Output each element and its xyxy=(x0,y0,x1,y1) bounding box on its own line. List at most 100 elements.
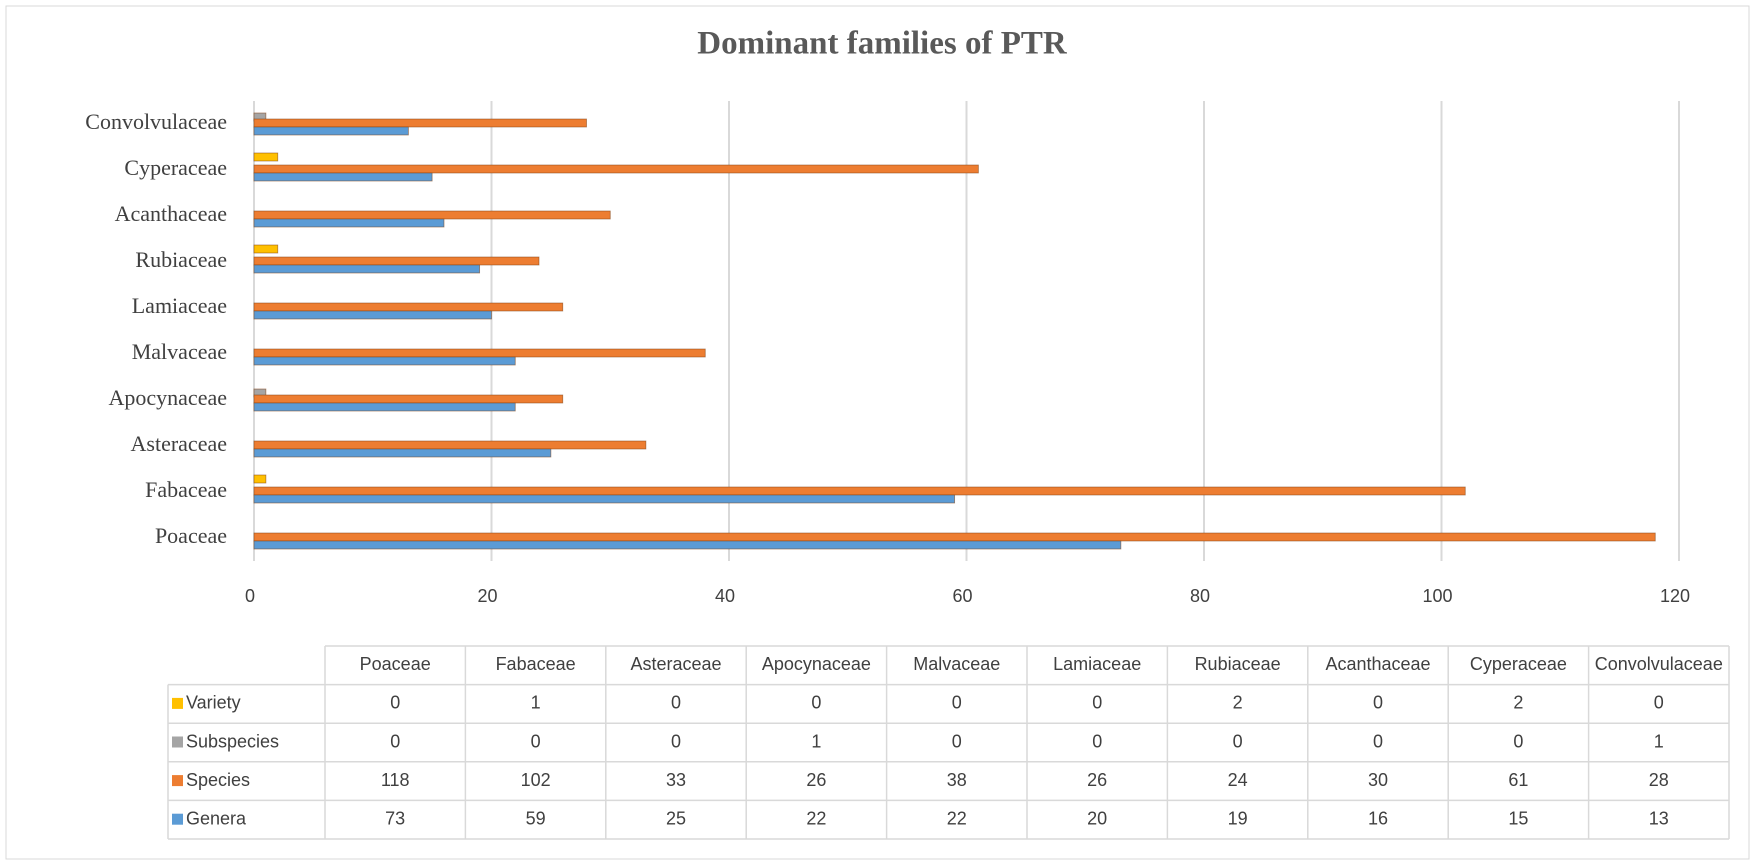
legend-label: Variety xyxy=(186,693,241,713)
bar xyxy=(253,118,587,128)
table-cell: 16 xyxy=(1368,808,1388,828)
legend-label: Species xyxy=(186,770,250,790)
table-header: Apocynaceae xyxy=(762,654,871,674)
x-tick-label: 120 xyxy=(1660,586,1690,606)
chart-title: Dominant families of PTR xyxy=(697,26,1068,62)
table-cell: 0 xyxy=(952,693,962,713)
table-cell: 102 xyxy=(521,770,551,790)
bar xyxy=(253,218,445,228)
table-cell: 0 xyxy=(952,731,962,751)
table-cell: 2 xyxy=(1233,693,1243,713)
legend-label: Genera xyxy=(186,808,247,828)
bar xyxy=(253,244,279,254)
bar xyxy=(253,494,956,504)
table-cell: 1 xyxy=(1654,731,1664,751)
bar xyxy=(253,402,516,412)
table-cell: 0 xyxy=(1092,731,1102,751)
table-cell: 19 xyxy=(1228,808,1248,828)
table-cell: 59 xyxy=(526,808,546,828)
table-cell: 26 xyxy=(806,770,826,790)
table-cell: 0 xyxy=(1233,731,1243,751)
bar xyxy=(253,356,516,366)
table-cell: 28 xyxy=(1649,770,1669,790)
table-cell: 1 xyxy=(811,731,821,751)
table-cell: 0 xyxy=(671,693,681,713)
table-cell: 0 xyxy=(1654,693,1664,713)
table-cell: 15 xyxy=(1508,808,1528,828)
table-header: Asteraceae xyxy=(630,654,721,674)
table-header: Acanthaceae xyxy=(1325,654,1430,674)
legend-swatch xyxy=(172,775,183,787)
table-cell: 0 xyxy=(531,731,541,751)
table-cell: 26 xyxy=(1087,770,1107,790)
legend-swatch xyxy=(172,736,183,748)
table-cell: 1 xyxy=(531,693,541,713)
y-tick-label: Rubiaceae xyxy=(135,247,227,272)
y-tick-label: Asteraceae xyxy=(131,431,227,456)
table-cell: 61 xyxy=(1508,770,1528,790)
x-tick-label: 60 xyxy=(952,586,972,606)
table-header: Poaceae xyxy=(360,654,431,674)
table-cell: 0 xyxy=(1092,693,1102,713)
y-tick-label: Cyperaceae xyxy=(124,155,227,180)
table-header: Malvaceae xyxy=(913,654,1000,674)
table-header: Cyperaceae xyxy=(1470,654,1567,674)
bar xyxy=(253,474,267,484)
table-cell: 33 xyxy=(666,770,686,790)
table-cell: 0 xyxy=(1513,731,1523,751)
table-cell: 73 xyxy=(385,808,405,828)
x-tick-label: 100 xyxy=(1422,586,1452,606)
x-tick-label: 20 xyxy=(477,586,497,606)
y-tick-label: Lamiaceae xyxy=(132,293,227,318)
bar xyxy=(253,394,564,404)
x-tick-label: 40 xyxy=(715,586,735,606)
y-tick-label: Fabaceae xyxy=(145,477,227,502)
x-tick-label: 0 xyxy=(245,586,255,606)
table-cell: 0 xyxy=(390,731,400,751)
bar xyxy=(253,126,409,136)
y-tick-label: Apocynaceae xyxy=(109,385,227,410)
table-cell: 0 xyxy=(390,693,400,713)
bar xyxy=(253,310,492,320)
table-cell: 22 xyxy=(806,808,826,828)
table-cell: 38 xyxy=(947,770,967,790)
table-cell: 0 xyxy=(1373,731,1383,751)
legend-swatch xyxy=(172,813,183,825)
bar xyxy=(253,302,564,312)
table-header: Fabaceae xyxy=(496,654,576,674)
y-tick-label: Malvaceae xyxy=(132,339,227,364)
bar xyxy=(253,540,1122,550)
bar xyxy=(253,448,552,458)
table-header: Lamiaceae xyxy=(1053,654,1141,674)
bar xyxy=(253,532,1656,542)
legend-swatch xyxy=(172,697,183,709)
bar xyxy=(253,440,647,450)
legend-label: Subspecies xyxy=(186,731,279,751)
y-tick-label: Acanthaceae xyxy=(115,201,227,226)
table-cell: 22 xyxy=(947,808,967,828)
bar xyxy=(253,152,279,162)
table-cell: 2 xyxy=(1513,693,1523,713)
bar xyxy=(253,486,1466,496)
bar xyxy=(253,264,481,274)
table-cell: 0 xyxy=(671,731,681,751)
table-header: Convolvulaceae xyxy=(1595,654,1723,674)
bar xyxy=(253,172,433,182)
bar xyxy=(253,256,540,266)
chart-frame xyxy=(5,5,1750,860)
table-cell: 20 xyxy=(1087,808,1107,828)
bar xyxy=(253,164,979,174)
table-cell: 13 xyxy=(1649,808,1669,828)
table-cell: 0 xyxy=(1373,693,1383,713)
y-tick-label: Convolvulaceae xyxy=(85,109,227,134)
table-cell: 30 xyxy=(1368,770,1388,790)
table-cell: 24 xyxy=(1228,770,1248,790)
table-cell: 25 xyxy=(666,808,686,828)
bar xyxy=(253,210,611,220)
x-tick-label: 80 xyxy=(1190,586,1210,606)
y-tick-label: Poaceae xyxy=(155,523,227,548)
table-cell: 118 xyxy=(381,770,410,790)
bar xyxy=(253,348,706,358)
